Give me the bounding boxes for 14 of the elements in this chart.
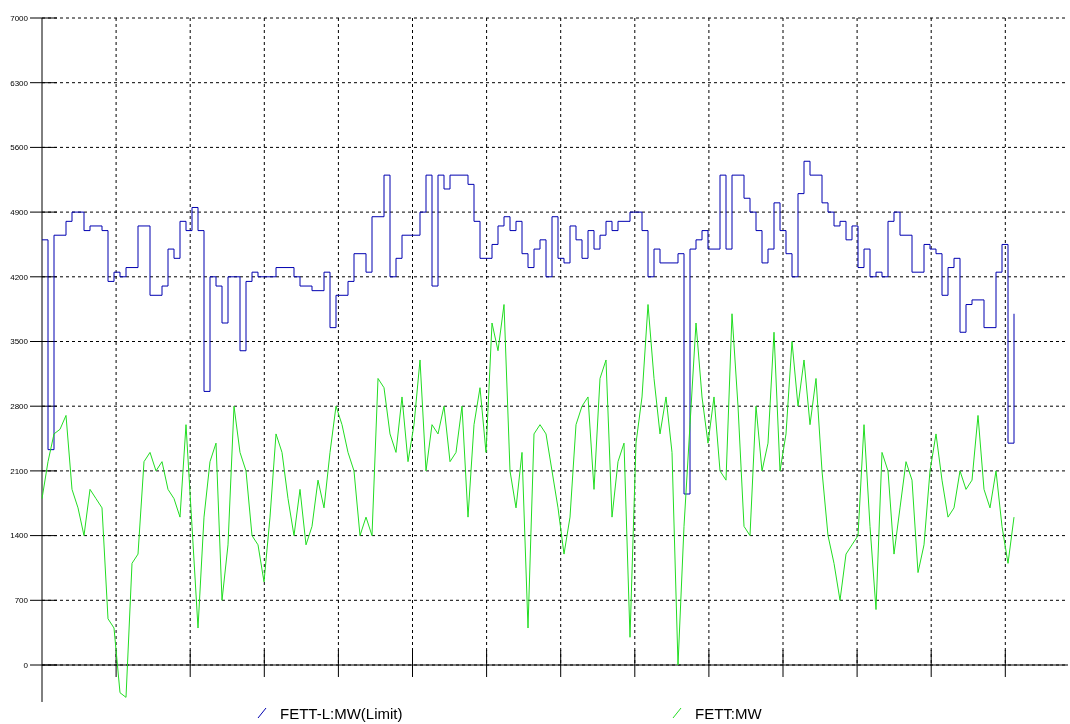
y-tick-label: 4200 bbox=[10, 272, 29, 282]
legend-label: FETT-L:MW(Limit) bbox=[280, 705, 403, 722]
y-tick-label: 6300 bbox=[10, 78, 29, 88]
y-tick-label: 700 bbox=[14, 596, 29, 606]
y-tick-label: 5600 bbox=[10, 143, 29, 153]
y-tick-label: 0 bbox=[23, 660, 29, 670]
y-tick-label: 7000 bbox=[10, 13, 29, 23]
y-tick-label: 2800 bbox=[10, 402, 29, 411]
line-series bbox=[41, 304, 1015, 698]
legend-label: FETT:MW bbox=[695, 705, 763, 722]
y-tick-label: 1400 bbox=[10, 531, 29, 541]
y-tick-label: 3500 bbox=[10, 337, 29, 347]
y-tick-label: 2100 bbox=[10, 466, 29, 476]
y-tick-label: 4900 bbox=[10, 207, 29, 217]
